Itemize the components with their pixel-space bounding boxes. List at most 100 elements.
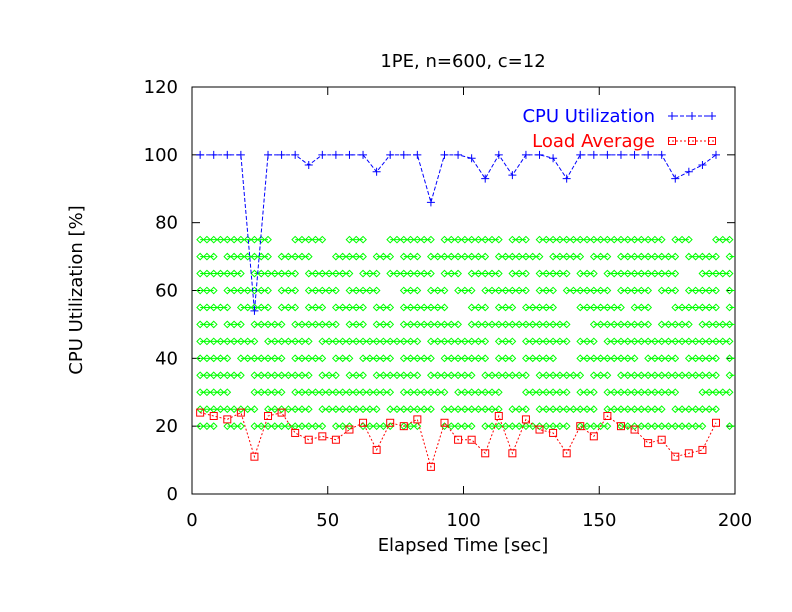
task-point bbox=[386, 388, 395, 397]
task-point bbox=[345, 371, 354, 380]
task-point bbox=[365, 269, 374, 278]
task-point bbox=[196, 337, 205, 346]
task-point bbox=[718, 320, 727, 329]
cpu-utilization-point bbox=[684, 167, 693, 176]
task-point bbox=[420, 269, 429, 278]
task-point bbox=[684, 235, 693, 244]
task-point bbox=[542, 320, 551, 329]
task-point bbox=[338, 388, 347, 397]
task-point bbox=[562, 235, 571, 244]
task-point bbox=[236, 235, 245, 244]
task-point bbox=[250, 388, 259, 397]
task-point bbox=[230, 422, 238, 431]
task-point bbox=[542, 337, 551, 346]
task-point bbox=[203, 286, 211, 295]
task-point bbox=[603, 388, 612, 397]
task-point bbox=[406, 422, 415, 431]
task-point bbox=[725, 371, 734, 380]
task-point bbox=[311, 354, 320, 363]
task-point bbox=[549, 252, 558, 261]
task-point bbox=[637, 252, 646, 261]
task-point bbox=[617, 337, 625, 346]
cpu-utilization-point bbox=[318, 150, 327, 159]
task-point bbox=[555, 388, 564, 397]
task-point bbox=[304, 235, 313, 244]
task-point bbox=[454, 252, 462, 261]
task-point bbox=[481, 388, 490, 397]
task-point bbox=[223, 405, 232, 414]
task-point bbox=[454, 320, 462, 329]
task-point bbox=[508, 320, 517, 329]
task-point bbox=[481, 286, 490, 295]
task-point bbox=[725, 235, 734, 244]
task-point bbox=[406, 371, 415, 380]
task-point bbox=[535, 252, 544, 261]
task-point bbox=[481, 303, 490, 312]
task-point bbox=[698, 388, 707, 397]
task-point bbox=[379, 303, 388, 312]
task-point bbox=[345, 354, 354, 363]
task-point bbox=[386, 405, 395, 414]
task-point bbox=[291, 354, 300, 363]
task-point bbox=[542, 269, 551, 278]
task-point bbox=[630, 405, 639, 414]
task-point bbox=[617, 303, 625, 312]
task-point bbox=[555, 422, 564, 431]
task-point bbox=[576, 371, 585, 380]
y-tick-label: 80 bbox=[155, 213, 178, 234]
task-point bbox=[603, 337, 612, 346]
task-point bbox=[644, 320, 653, 329]
task-point bbox=[325, 269, 334, 278]
task-point bbox=[528, 388, 537, 397]
task-point bbox=[257, 354, 266, 363]
task-point bbox=[664, 337, 673, 346]
task-point bbox=[413, 371, 422, 380]
task-point bbox=[406, 337, 415, 346]
x-tick-label: 100 bbox=[446, 510, 480, 531]
task-point bbox=[576, 354, 585, 363]
plot-area: 0 20 40 60 80 100 120 0 50 100 150 200 bbox=[144, 77, 753, 531]
task-point bbox=[589, 354, 598, 363]
task-point bbox=[589, 337, 598, 346]
task-point bbox=[291, 371, 300, 380]
task-point bbox=[291, 235, 300, 244]
task-point bbox=[298, 371, 306, 380]
task-point bbox=[664, 388, 673, 397]
task-point bbox=[399, 354, 408, 363]
task-point bbox=[331, 252, 340, 261]
task-point bbox=[264, 371, 272, 380]
task-point bbox=[345, 337, 354, 346]
task-point bbox=[562, 405, 571, 414]
task-point bbox=[223, 371, 232, 380]
task-point bbox=[420, 354, 429, 363]
task-point bbox=[209, 320, 218, 329]
task-point bbox=[617, 354, 625, 363]
task-point bbox=[630, 269, 639, 278]
task-point bbox=[413, 405, 422, 414]
task-point bbox=[304, 269, 313, 278]
task-point bbox=[644, 354, 653, 363]
task-point bbox=[420, 303, 429, 312]
cpu-utilization-point bbox=[698, 161, 707, 170]
task-point bbox=[684, 405, 693, 414]
task-point bbox=[644, 405, 653, 414]
task-point bbox=[209, 303, 218, 312]
task-point bbox=[236, 320, 245, 329]
task-point bbox=[651, 371, 659, 380]
cpu-utilization-point bbox=[209, 150, 218, 159]
task-point bbox=[569, 235, 578, 244]
task-point bbox=[576, 252, 585, 261]
cpu-utilization-point bbox=[711, 150, 720, 159]
task-point bbox=[623, 286, 632, 295]
task-point bbox=[691, 422, 700, 431]
task-point bbox=[236, 354, 245, 363]
task-point bbox=[657, 337, 666, 346]
y-tick-label: 60 bbox=[155, 281, 178, 302]
cpu-utilization-point bbox=[304, 161, 313, 170]
task-point bbox=[664, 422, 673, 431]
task-point bbox=[617, 286, 625, 295]
task-point bbox=[338, 422, 347, 431]
task-point bbox=[684, 320, 693, 329]
task-point bbox=[230, 235, 238, 244]
task-point bbox=[494, 252, 503, 261]
